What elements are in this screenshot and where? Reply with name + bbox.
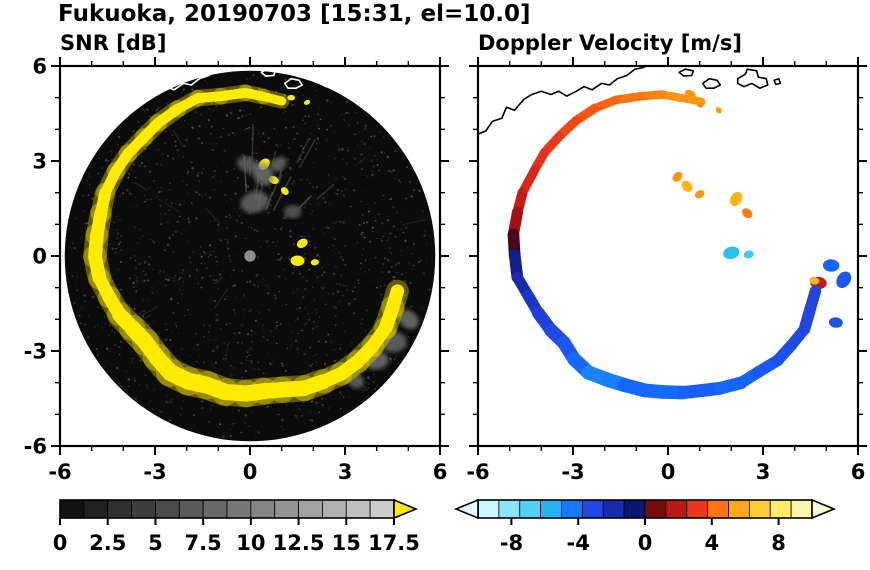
colorbar-tick-label: 15 bbox=[332, 531, 361, 555]
x-tick-label: 3 bbox=[756, 460, 771, 484]
island-outline bbox=[702, 77, 722, 89]
doppler-panel bbox=[478, 66, 858, 446]
island-outline bbox=[318, 68, 351, 89]
colorbar-tick-label: 8 bbox=[771, 531, 786, 555]
radar-center-dot bbox=[244, 250, 256, 262]
x-tick-label: 6 bbox=[433, 460, 448, 484]
figure-title: Fukuoka, 20190703 [15:31, el=10.0] bbox=[58, 1, 531, 27]
island-outline bbox=[260, 68, 277, 77]
echo-ring bbox=[83, 84, 409, 408]
colorbar-tick-label: 4 bbox=[704, 531, 719, 555]
colorbar-tick-label: 0 bbox=[53, 531, 68, 555]
snr-panel bbox=[60, 66, 440, 446]
island-outline bbox=[773, 77, 782, 86]
snr-colorbar: 0 2.5 5 7.5 10 12.5 15 17.5 bbox=[53, 498, 420, 555]
x-tick-label: 6 bbox=[851, 460, 866, 484]
axes-frame: -6 -3 0 3 6 bbox=[466, 57, 867, 484]
y-tick-label: 6 bbox=[32, 55, 47, 79]
snr-panel-title: SNR [dB] bbox=[60, 31, 167, 55]
island-outline bbox=[284, 77, 304, 89]
x-tick-label: -3 bbox=[561, 460, 584, 484]
colorbar-tick-label: 5 bbox=[148, 531, 163, 555]
doppler-panel-title: Doppler Velocity [m/s] bbox=[478, 31, 742, 55]
y-tick-label: 0 bbox=[32, 245, 47, 269]
x-tick-label: -3 bbox=[143, 460, 166, 484]
colorbar-tick-label: -4 bbox=[567, 531, 590, 555]
island-outline bbox=[736, 68, 769, 89]
doppler-overflow-arrow bbox=[811, 498, 837, 520]
colorbar-tick-label: 2.5 bbox=[89, 531, 126, 555]
x-tick-label: 0 bbox=[243, 460, 258, 484]
doppler-colorbar: -8 -4 0 4 8 bbox=[453, 498, 837, 555]
colorbar-tick-label: 0 bbox=[638, 531, 653, 555]
island-outline bbox=[355, 77, 364, 86]
x-tick-label: -6 bbox=[48, 460, 71, 484]
island-outline bbox=[678, 68, 695, 77]
x-tick-label: -6 bbox=[466, 460, 489, 484]
x-tick-label: 3 bbox=[338, 460, 353, 484]
colorbar-tick-label: 7.5 bbox=[185, 531, 222, 555]
y-tick-label: -3 bbox=[24, 340, 47, 364]
x-tick-label: 0 bbox=[661, 460, 676, 484]
doppler-underflow-arrow bbox=[453, 498, 479, 520]
echo-ring bbox=[507, 90, 822, 400]
colorbar-tick-label: 12.5 bbox=[273, 531, 325, 555]
colorbar-tick-label: -8 bbox=[500, 531, 523, 555]
colorbar-tick-label: 17.5 bbox=[368, 531, 420, 555]
coastline bbox=[478, 66, 649, 135]
coastline bbox=[60, 66, 231, 135]
y-tick-label: 3 bbox=[32, 150, 47, 174]
y-tick-label: -6 bbox=[24, 435, 47, 459]
colorbar-tick-label: 10 bbox=[236, 531, 265, 555]
axes-frame: -6-6 -3 -3 0 0 3 3 6 6 bbox=[24, 55, 449, 484]
snr-overflow-arrow bbox=[393, 498, 419, 520]
